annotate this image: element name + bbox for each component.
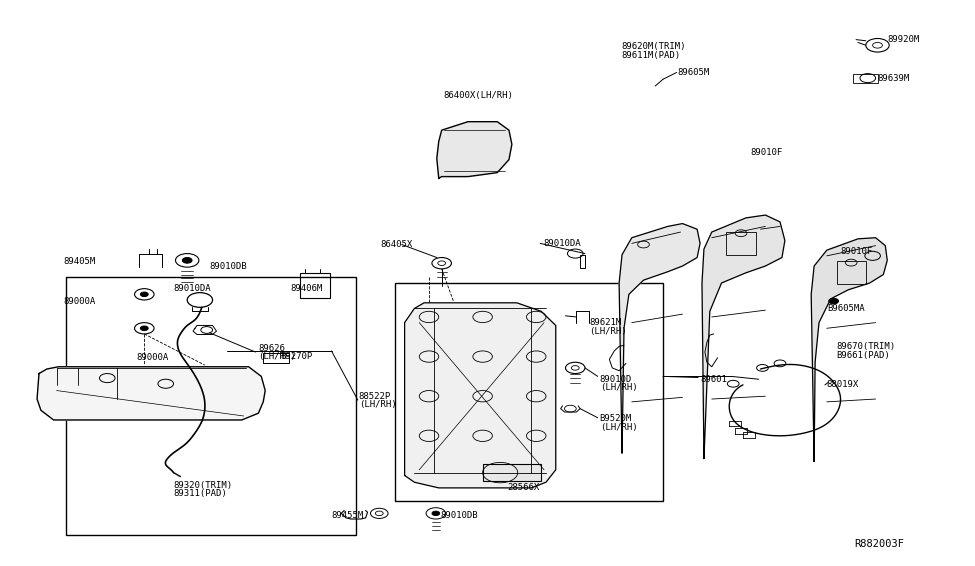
Bar: [726, 232, 756, 255]
Text: 89405M: 89405M: [63, 257, 96, 266]
Text: 89010DB: 89010DB: [210, 261, 248, 271]
Text: 89010DA: 89010DA: [543, 239, 581, 248]
Text: (LH/RH): (LH/RH): [359, 400, 397, 409]
Text: 89455M: 89455M: [332, 511, 364, 520]
Text: 89621M: 89621M: [589, 318, 621, 327]
Circle shape: [140, 326, 148, 331]
Text: 89611M(PAD): 89611M(PAD): [621, 51, 681, 60]
Bar: [300, 273, 330, 298]
Bar: [580, 255, 585, 268]
Bar: [66, 277, 356, 535]
Text: 89320(TRIM): 89320(TRIM): [174, 481, 233, 490]
Polygon shape: [619, 224, 700, 453]
Text: 89311(PAD): 89311(PAD): [174, 489, 227, 498]
Text: (LH/RH): (LH/RH): [258, 352, 296, 361]
Text: (LH/RH): (LH/RH): [600, 423, 638, 432]
Text: 88522P: 88522P: [359, 392, 391, 401]
Text: 89639M: 89639M: [878, 74, 910, 83]
Text: 89626: 89626: [258, 344, 286, 353]
Text: 89010DB: 89010DB: [441, 511, 479, 520]
Text: 89920M: 89920M: [887, 35, 919, 44]
Bar: [837, 261, 866, 284]
Bar: [395, 283, 663, 501]
Polygon shape: [811, 238, 887, 461]
Circle shape: [140, 292, 148, 297]
Text: B9605MA: B9605MA: [827, 304, 865, 313]
Text: B9520M: B9520M: [600, 414, 632, 423]
Text: 89406M: 89406M: [291, 284, 323, 293]
Circle shape: [829, 298, 838, 304]
Circle shape: [432, 511, 440, 516]
Text: 89010F: 89010F: [840, 247, 873, 256]
Circle shape: [182, 258, 192, 263]
Text: 88019X: 88019X: [827, 380, 859, 389]
Text: 89010D: 89010D: [600, 375, 632, 384]
Text: B9661(PAD): B9661(PAD): [837, 351, 890, 360]
Text: 89270P: 89270P: [281, 352, 313, 361]
Text: (LH/RH): (LH/RH): [589, 327, 627, 336]
Text: 89000A: 89000A: [136, 353, 169, 362]
Text: 89000A: 89000A: [63, 297, 96, 306]
Text: 89010DA: 89010DA: [174, 284, 212, 293]
Bar: [483, 464, 541, 481]
Polygon shape: [405, 303, 556, 488]
Text: 86400X(LH/RH): 86400X(LH/RH): [444, 91, 514, 100]
Text: 89605M: 89605M: [678, 68, 710, 77]
Text: 28566X: 28566X: [507, 483, 539, 492]
Polygon shape: [702, 215, 785, 458]
Text: 89670(TRIM): 89670(TRIM): [837, 342, 896, 351]
Text: 89620M(TRIM): 89620M(TRIM): [621, 42, 685, 51]
Text: 86405X: 86405X: [380, 240, 412, 249]
Bar: [263, 353, 289, 363]
Text: R882003F: R882003F: [854, 539, 904, 550]
Bar: [853, 74, 878, 83]
Polygon shape: [437, 122, 512, 178]
Text: 89601: 89601: [700, 375, 727, 384]
Polygon shape: [37, 367, 265, 420]
Text: 89010F: 89010F: [751, 148, 783, 157]
Text: (LH/RH): (LH/RH): [600, 383, 638, 392]
